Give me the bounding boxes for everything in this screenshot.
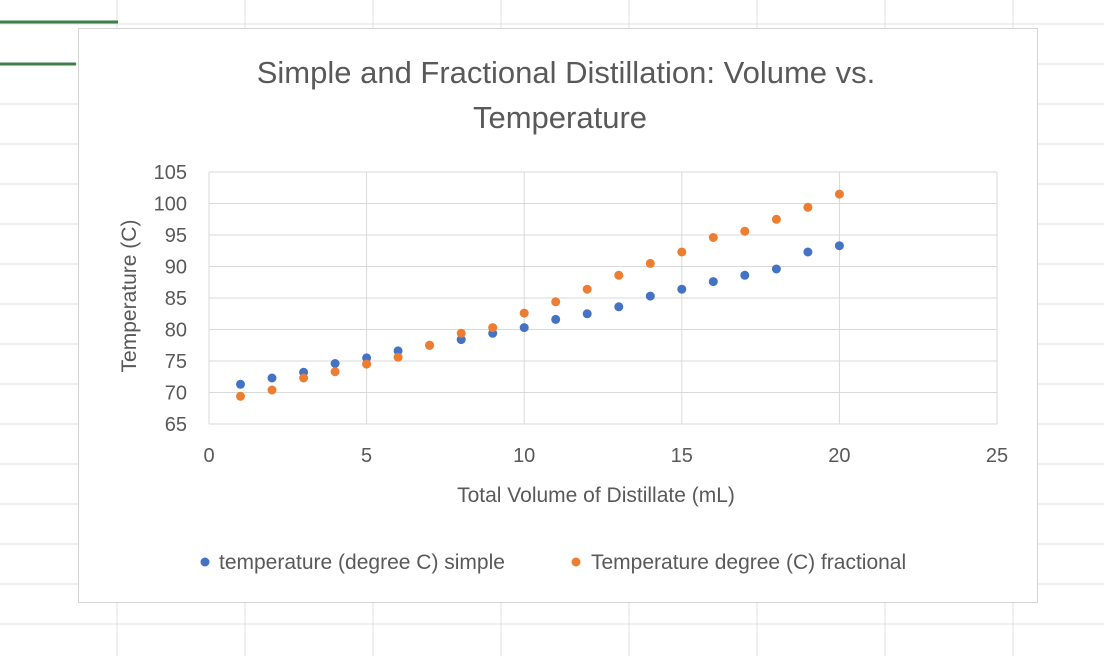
data-point-fractional <box>677 247 687 257</box>
x-tick-label: 10 <box>513 445 535 467</box>
data-point-simple <box>771 264 781 274</box>
chart-area[interactable] <box>78 28 1038 603</box>
data-point-simple <box>519 323 529 333</box>
x-axis-title: Total Volume of Distillate (mL) <box>457 484 735 507</box>
data-point-simple <box>236 379 245 389</box>
data-point-fractional <box>299 373 309 383</box>
tick-labels: 65 70 75 80 85 90 95 100 105 0 5 10 15 20 25 <box>154 162 1009 467</box>
data-point-simple <box>393 346 403 356</box>
data-point-fractional <box>456 328 466 338</box>
data-point-fractional <box>771 214 781 224</box>
y-tick-label: 70 <box>165 383 187 405</box>
data-point-simple <box>267 373 277 383</box>
data-point-fractional <box>740 226 750 236</box>
data-point-fractional <box>582 284 592 294</box>
data-point-simple <box>330 359 340 368</box>
plot-gridlines <box>208 171 998 425</box>
data-point-fractional <box>488 323 498 333</box>
data-point-fractional <box>236 391 245 401</box>
x-tick-label: 0 <box>203 445 214 467</box>
data-point-fractional <box>519 308 529 318</box>
data-point-fractional <box>425 340 435 350</box>
legend-label-simple: temperature (degree C) simple <box>219 551 505 574</box>
data-point-fractional <box>393 352 403 362</box>
data-point-fractional <box>551 297 561 307</box>
series-points <box>236 189 844 401</box>
data-point-fractional <box>267 385 277 395</box>
data-point-fractional <box>708 233 718 242</box>
x-tick-label: 25 <box>986 445 1008 467</box>
legend-marker-fractional <box>571 557 581 567</box>
data-point-simple <box>362 353 372 363</box>
y-axis-title: Temperature (C) <box>118 220 141 373</box>
data-point-fractional <box>803 202 813 212</box>
data-point-fractional <box>330 367 340 377</box>
chart-title-line-1: Simple and Fractional Distillation: Volu… <box>257 55 876 90</box>
data-point-simple <box>740 270 750 280</box>
data-point-simple <box>677 284 687 294</box>
data-point-simple <box>582 309 592 319</box>
data-point-fractional <box>645 258 655 268</box>
y-tick-label: 90 <box>165 257 187 279</box>
legend-label-fractional: Temperature degree (C) fractional <box>591 551 906 574</box>
y-tick-label: 105 <box>154 162 187 184</box>
data-point-simple <box>834 241 844 251</box>
data-point-fractional <box>614 270 624 280</box>
y-tick-label: 100 <box>154 194 187 216</box>
data-point-fractional <box>834 189 844 199</box>
data-point-simple <box>645 291 655 301</box>
y-tick-label: 85 <box>165 288 187 310</box>
y-tick-label: 95 <box>165 225 187 247</box>
y-tick-label: 75 <box>165 351 187 373</box>
y-tick-label: 65 <box>165 414 187 436</box>
chart-title-line-2: Temperature <box>473 100 647 135</box>
y-tick-label: 80 <box>165 320 187 342</box>
data-point-simple <box>803 247 813 257</box>
data-point-simple <box>708 277 718 287</box>
legend-marker-simple <box>200 557 210 567</box>
data-point-simple <box>614 302 624 312</box>
data-point-simple <box>456 335 466 345</box>
x-tick-label: 15 <box>671 445 693 467</box>
data-point-fractional <box>362 359 372 369</box>
data-point-simple <box>551 314 561 324</box>
x-tick-label: 20 <box>828 445 850 467</box>
x-tick-label: 5 <box>361 445 372 467</box>
